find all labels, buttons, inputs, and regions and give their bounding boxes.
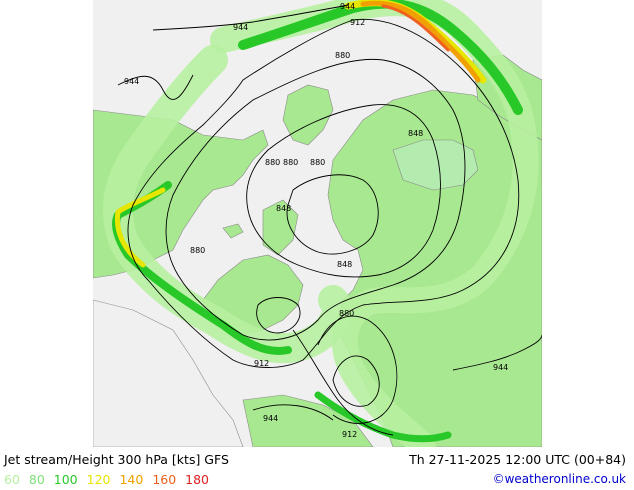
contour-944-north	[152, 4, 349, 31]
contour-944-south	[252, 404, 334, 421]
contour-848-inner	[286, 174, 379, 255]
jet-band-100	[238, 0, 523, 115]
contour-label: 880	[265, 158, 280, 167]
contour-848	[246, 104, 441, 278]
contour-912-outer	[127, 18, 520, 368]
footer-info: Jet stream/Height 300 hPa [kts] GFS Th 2…	[4, 452, 630, 468]
contour-label: 848	[408, 129, 423, 138]
speed-legend: 60 80 100 120 140 160 180	[4, 472, 214, 487]
contour-912-loop	[317, 315, 398, 424]
legend-item-80: 80	[28, 472, 45, 487]
jet-band-120-west	[114, 187, 166, 268]
land-south-west	[93, 299, 244, 447]
land-iceland	[222, 223, 244, 239]
footer-legend-row: 60 80 100 120 140 160 180 ©weatheronline…	[4, 472, 630, 488]
contour-label: 848	[276, 204, 291, 213]
jet-stream-layer	[102, 0, 539, 447]
map-canvas: 944 944 912 944 880 848 880 880 880 848 …	[93, 0, 542, 447]
contour-label: 848	[337, 260, 352, 269]
contour-label: 912	[350, 18, 365, 27]
contour-labels: 944 944 912 944 880 848 880 880 880 848 …	[124, 2, 508, 439]
contour-label: 880	[339, 309, 354, 318]
contour-label: 880	[190, 246, 205, 255]
contour-912-south	[292, 329, 394, 436]
contour-label: 912	[342, 430, 357, 439]
contour-880-ring	[256, 297, 301, 334]
jet-band-140	[360, 0, 481, 83]
land-greenland	[282, 84, 334, 146]
contour-880-bulge	[332, 355, 380, 407]
contour-layer	[117, 4, 542, 436]
contour-label: 880	[335, 51, 350, 60]
land-scandinavia	[262, 199, 299, 256]
contour-880	[165, 58, 466, 341]
legend-item-60: 60	[4, 472, 20, 487]
contour-label: 944	[124, 77, 139, 86]
legend-item-100: 100	[53, 472, 78, 487]
contour-label: 944	[233, 23, 248, 32]
legend-item-180: 180	[185, 472, 210, 487]
contour-label: 880	[283, 158, 298, 167]
legend-item-160: 160	[152, 472, 177, 487]
legend-item-120: 120	[86, 472, 111, 487]
jet-band-160	[381, 4, 450, 52]
contour-944-west	[117, 74, 194, 100]
contour-label: 944	[493, 363, 508, 372]
contour-label: 880	[310, 158, 325, 167]
contour-label: 944	[263, 414, 278, 423]
chart-title: Jet stream/Height 300 hPa [kts] GFS	[4, 452, 229, 467]
legend-item-140: 140	[119, 472, 144, 487]
contour-label: 912	[254, 359, 269, 368]
contour-label: 944	[340, 2, 355, 11]
credit-link[interactable]: ©weatheronline.co.uk	[492, 472, 626, 486]
valid-time: Th 27-11-2025 12:00 UTC (00+84)	[409, 452, 626, 467]
contour-944-east	[452, 334, 542, 371]
jet-stream-map: 944 944 912 944 880 848 880 880 880 848 …	[93, 0, 542, 447]
jet-band-100-west	[112, 181, 292, 355]
